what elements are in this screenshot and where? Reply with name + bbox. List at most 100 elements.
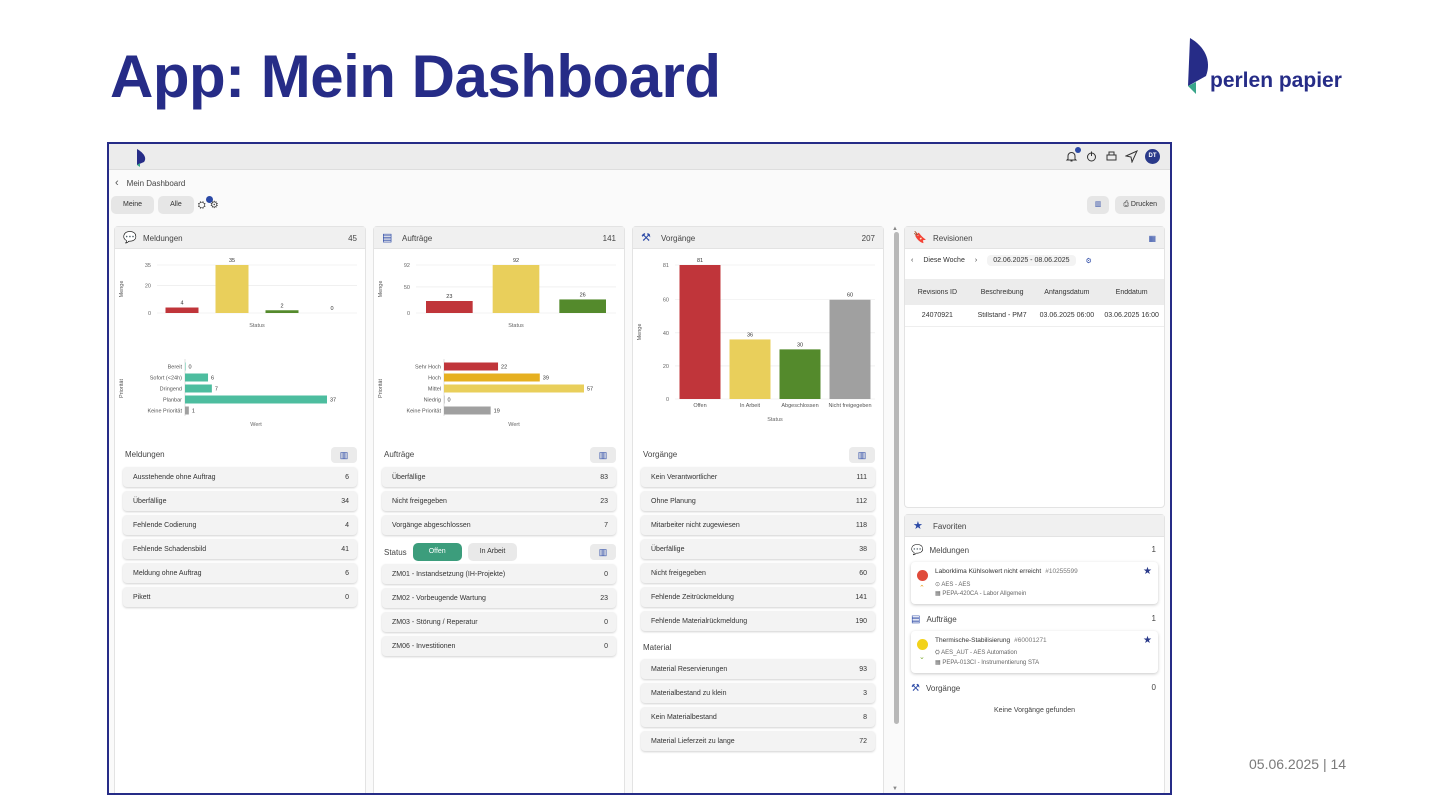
tick-label: 60: [663, 298, 669, 304]
list-item[interactable]: Material Lieferzeit zu lange 72: [641, 731, 875, 751]
filter-alle-button[interactable]: Alle: [158, 196, 194, 214]
tick-label: 35: [145, 263, 151, 269]
list-item[interactable]: Nicht freigegeben 23: [382, 491, 616, 511]
date-range[interactable]: 02.06.2025 - 08.06.2025: [987, 255, 1076, 266]
list-item[interactable]: Ausstehende ohne Auftrag 6: [123, 467, 357, 487]
team-filter-icon[interactable]: ⛭: [198, 195, 213, 211]
star-icon[interactable]: ★: [1143, 635, 1152, 646]
card-number: #60001271: [1014, 637, 1047, 644]
list-item[interactable]: Meldung ohne Auftrag 6: [123, 563, 357, 583]
star-icon: ★: [913, 520, 923, 532]
tick-label: Nicht freigegeben: [828, 403, 871, 409]
column-header[interactable]: Enddatum: [1115, 288, 1148, 296]
list-item[interactable]: Mitarbeiter nicht zugewiesen 118: [641, 515, 875, 535]
row-value: 60: [859, 569, 867, 577]
list-item[interactable]: Pikett 0: [123, 587, 357, 607]
auftraege-section-title: Aufträge: [384, 450, 415, 459]
app-leaf-icon: [137, 149, 146, 167]
filter-bar: Meine Alle ⛭ ⚙: [111, 195, 219, 214]
data-label: 26: [580, 292, 586, 298]
tick-label: Offen: [693, 403, 706, 409]
scroll-down-icon[interactable]: ▼: [892, 786, 898, 792]
list-item[interactable]: ZM02 - Vorbeugende Wartung 23: [382, 588, 616, 608]
list-item[interactable]: Fehlende Codierung 4: [123, 515, 357, 535]
row-value: 0: [345, 593, 349, 601]
list-item[interactable]: Fehlende Zeitrückmeldung 141: [641, 587, 875, 607]
chevron-left-icon[interactable]: ‹: [911, 257, 914, 264]
favorite-card[interactable]: Thermische-Stabilisierung #60001271 ⛭ AES…: [911, 631, 1158, 673]
list-item[interactable]: Fehlende Schadensbild 41: [123, 539, 357, 559]
favorite-card[interactable]: Laborklima Kühlsolwert nicht erreicht #10…: [911, 562, 1158, 604]
slide-title: App: Mein Dashboard: [110, 43, 721, 110]
tab-in-arbeit[interactable]: In Arbeit: [467, 543, 518, 561]
row-label: Fehlende Zeitrückmeldung: [651, 593, 734, 601]
list-item[interactable]: Fehlende Materialrückmeldung 190: [641, 611, 875, 631]
filter-meine-button[interactable]: Meine: [111, 196, 155, 214]
row-value: 190: [855, 617, 867, 625]
status-chart-button[interactable]: ▥: [590, 544, 616, 560]
power-icon[interactable]: [1085, 150, 1098, 163]
list-item[interactable]: ZM03 - Störung / Reperatur 0: [382, 612, 616, 632]
list-item[interactable]: Nicht freigegeben 60: [641, 563, 875, 583]
send-icon[interactable]: [1124, 149, 1139, 164]
list-item[interactable]: Material Reservierungen 93: [641, 659, 875, 679]
list-item[interactable]: Ohne Planung 112: [641, 491, 875, 511]
scrollbar[interactable]: [894, 232, 899, 724]
list-item[interactable]: Überfällige 83: [382, 467, 616, 487]
chart-bar: [185, 384, 212, 393]
auftraege-chart-button[interactable]: ▥: [590, 447, 616, 463]
bar-chart-icon: ▥: [598, 547, 608, 557]
tools-icon: ⚒: [911, 683, 920, 694]
meldungen-chart-button[interactable]: ▥: [331, 447, 357, 463]
calendar-icon[interactable]: ▦: [1148, 234, 1156, 243]
status-dot: [917, 570, 928, 581]
chart-bar: [492, 265, 540, 313]
chart-bar: [265, 310, 299, 313]
scroll-up-icon[interactable]: ▲: [892, 226, 898, 232]
tick-label: Keine Priorität: [147, 409, 182, 415]
chart-bar: [559, 299, 606, 313]
print-button[interactable]: ⎙ Drucken: [1115, 196, 1165, 214]
chart-toggle-button[interactable]: ▥: [1086, 196, 1110, 214]
chevron-right-icon[interactable]: ›: [974, 257, 978, 264]
column-header[interactable]: Revisions ID: [917, 288, 958, 296]
chevron-left-icon[interactable]: ‹: [115, 177, 119, 189]
tab-offen[interactable]: Offen: [412, 543, 462, 561]
filter-settings-icon[interactable]: ⚙: [1085, 257, 1092, 265]
revisionen-panel: 🔖 Revisionen ▦ ‹ Diese Woche › 02.06.202…: [904, 226, 1165, 508]
row-label: Nicht freigegeben: [392, 497, 447, 505]
row-value: 7: [604, 521, 608, 529]
meldungen-count: 45: [348, 234, 357, 243]
table-row[interactable]: 24070921 Stillstand - PM7 03.06.2025 06:…: [905, 305, 1164, 327]
row-label: ZM01 - Instandsetzung (IH-Projekte): [392, 570, 506, 578]
row-label: Pikett: [133, 593, 151, 601]
bell-icon[interactable]: [1065, 147, 1081, 163]
user-settings-icon[interactable]: ⚙: [209, 199, 219, 211]
list-item[interactable]: Überfällige 38: [641, 539, 875, 559]
list-item[interactable]: Überfällige 34: [123, 491, 357, 511]
fav-vorgaenge-section: ⚒ Vorgänge 0: [911, 683, 1156, 694]
vorgaenge-list: Kein Verantwortlicher 111 Ohne Planung 112…: [641, 467, 875, 635]
app-logo[interactable]: [135, 149, 147, 172]
list-item[interactable]: Vorgänge abgeschlossen 7: [382, 515, 616, 535]
user-avatar[interactable]: DT: [1145, 149, 1160, 164]
row-value: 8: [863, 713, 867, 721]
column-header[interactable]: Beschreibung: [980, 288, 1024, 296]
list-item[interactable]: Kein Verantwortlicher 111: [641, 467, 875, 487]
list-item[interactable]: Materialbestand zu klein 3: [641, 683, 875, 703]
column-header[interactable]: Anfangsdatum: [1044, 288, 1090, 296]
row-value: 6: [345, 569, 349, 577]
status-tabs: Status Offen In Arbeit: [384, 543, 518, 561]
list-item[interactable]: ZM01 - Instandsetzung (IH-Projekte) 0: [382, 564, 616, 584]
vorgaenge-chart-button[interactable]: ▥: [849, 447, 875, 463]
meldungen-header: 💬 Meldungen 45: [115, 227, 365, 249]
fav-vorgaenge-count: 0: [1151, 683, 1156, 692]
priority-down-icon: ⌄: [919, 654, 925, 661]
star-icon[interactable]: ★: [1143, 566, 1152, 577]
printer-icon[interactable]: [1105, 150, 1118, 163]
auftraege-status-chart: Menge 92 50 0 23 92 26 Status: [378, 258, 616, 329]
list-item[interactable]: Kein Materialbestand 8: [641, 707, 875, 727]
list-item[interactable]: ZM06 - Investitionen 0: [382, 636, 616, 656]
card-location: PEPA-420CA - Labor Allgemein: [942, 591, 1027, 597]
